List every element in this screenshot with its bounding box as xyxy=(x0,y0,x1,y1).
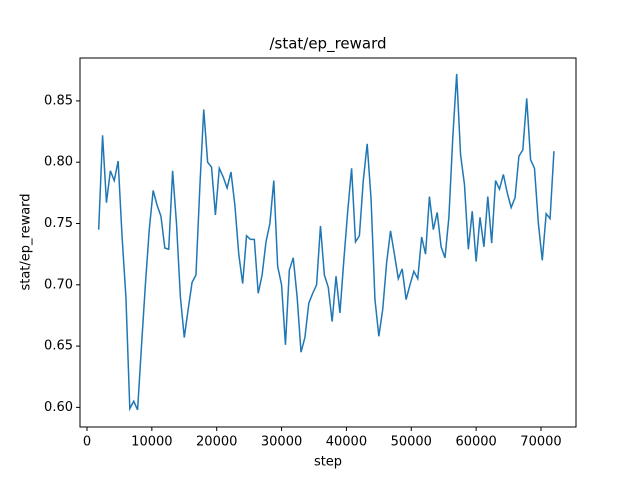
y-tick-label: 0.75 xyxy=(44,216,73,231)
line-series xyxy=(97,73,555,412)
x-tick-label: 50000 xyxy=(391,435,432,450)
y-tick-label: 0.85 xyxy=(44,93,73,108)
plot-frame xyxy=(79,57,577,428)
chart-title: /stat/ep_reward xyxy=(269,35,386,54)
x-tick-label: 60000 xyxy=(455,435,496,450)
x-axis-label: step xyxy=(314,455,342,470)
x-tick-label: 40000 xyxy=(326,435,367,450)
y-tick-label: 0.65 xyxy=(44,339,73,354)
x-tick-label: 30000 xyxy=(261,435,302,450)
y-tick-label: 0.80 xyxy=(44,155,73,170)
y-axis-label: stat/ep_reward xyxy=(19,193,34,290)
x-tick-label: 10000 xyxy=(131,435,172,450)
y-tick-label: 0.60 xyxy=(44,400,73,415)
x-tick-label: 70000 xyxy=(520,435,561,450)
y-tick-label: 0.70 xyxy=(44,277,73,292)
x-tick-label: 20000 xyxy=(196,435,237,450)
x-tick-label: 0 xyxy=(83,435,91,450)
